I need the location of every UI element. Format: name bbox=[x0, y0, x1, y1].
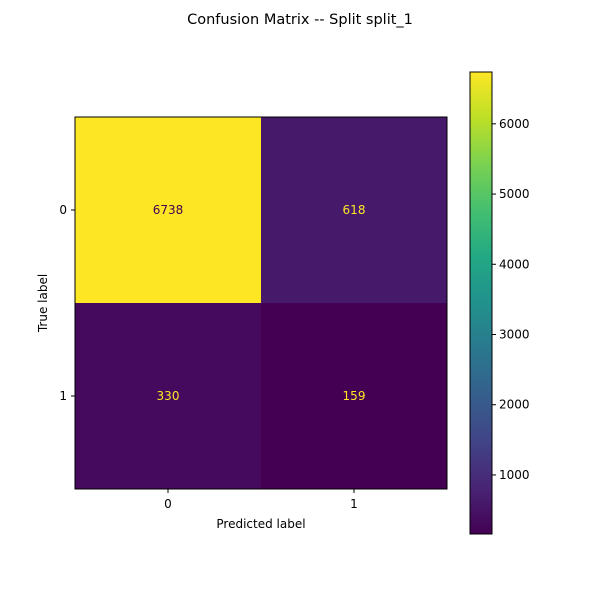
heatmap-cell-1-1 bbox=[261, 303, 447, 489]
plot-frame bbox=[74, 116, 448, 490]
y-tick-label-0: 0 bbox=[59, 203, 67, 217]
x-tick-label-0: 0 bbox=[164, 497, 172, 511]
colorbar-tick-label-3: 4000 bbox=[499, 257, 530, 271]
cell-value-1-0: 330 bbox=[157, 389, 180, 403]
cell-value-0-0: 6738 bbox=[153, 203, 184, 217]
heatmap-cells bbox=[75, 117, 447, 489]
chart-title: Confusion Matrix -- Split split_1 bbox=[187, 12, 413, 28]
y-tick-label-1: 1 bbox=[59, 389, 67, 403]
x-tick-label-1: 1 bbox=[350, 497, 358, 511]
heatmap-cell-0-0 bbox=[75, 117, 261, 303]
x-axis-label: Predicted label bbox=[216, 517, 305, 531]
colorbar-tick-label-1: 2000 bbox=[499, 398, 530, 412]
y-axis-ticks: 01 bbox=[59, 203, 75, 403]
colorbar-tick-label-0: 1000 bbox=[499, 468, 530, 482]
colorbar-ticks: 1000 2000 3000 4000 5000 6000 bbox=[492, 117, 530, 482]
cell-value-1-1: 159 bbox=[343, 389, 366, 403]
colorbar-tick-label-2: 3000 bbox=[499, 327, 530, 341]
colorbar-tick-label-5: 6000 bbox=[499, 117, 530, 131]
heatmap-cell-0-1 bbox=[261, 117, 447, 303]
heatmap-cell-1-0 bbox=[75, 303, 261, 489]
colorbar bbox=[469, 71, 493, 535]
y-axis-label: True label bbox=[36, 274, 50, 333]
colorbar-tick-label-4: 5000 bbox=[499, 187, 530, 201]
cell-value-labels: 6738 618 330 159 bbox=[153, 203, 366, 403]
cell-value-0-1: 618 bbox=[343, 203, 366, 217]
